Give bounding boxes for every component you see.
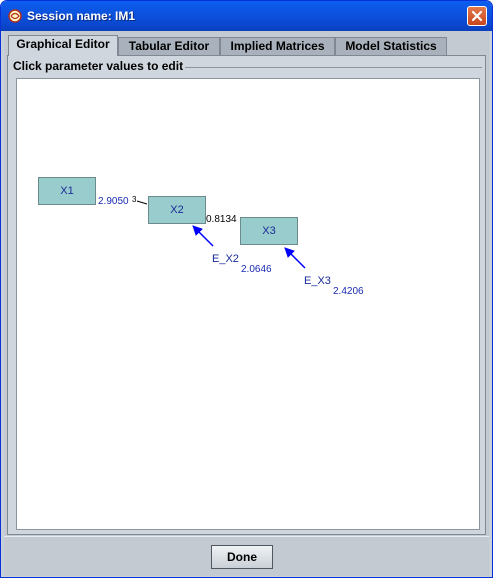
close-icon	[471, 10, 483, 22]
param-fragment: 3	[132, 195, 137, 204]
graph-canvas[interactable]: X1 X2 X3 2.9050 3 0.8134 E_X2 2.0646 E_X…	[16, 78, 480, 530]
edge-x1-x2	[136, 200, 148, 205]
node-x2[interactable]: X2	[148, 196, 206, 224]
graphical-editor-panel: Click parameter values to edit X1 X2 X3 …	[7, 55, 486, 535]
tab-model-statistics[interactable]: Model Statistics	[335, 37, 447, 55]
arrow-e-x2	[192, 225, 214, 247]
group-label: Click parameter values to edit	[13, 59, 186, 73]
param-x2-x3[interactable]: 0.8134	[206, 214, 237, 225]
done-button[interactable]: Done	[211, 545, 273, 569]
tab-graphical-editor[interactable]: Graphical Editor	[8, 35, 118, 56]
window-title: Session name: IM1	[27, 9, 136, 23]
tab-implied-matrices[interactable]: Implied Matrices	[220, 37, 335, 55]
error-e-x3-value[interactable]: 2.4206	[333, 286, 364, 297]
node-x3[interactable]: X3	[240, 217, 298, 245]
param-x1-x2[interactable]: 2.9050	[98, 196, 129, 207]
window-content: Graphical Editor Tabular Editor Implied …	[4, 31, 489, 576]
error-e-x2-label[interactable]: E_X2	[212, 253, 239, 265]
tab-tabular-editor[interactable]: Tabular Editor	[118, 37, 220, 55]
node-x1[interactable]: X1	[38, 177, 96, 205]
group-border	[176, 67, 482, 68]
error-e-x2-value[interactable]: 2.0646	[241, 264, 272, 275]
close-button[interactable]	[467, 6, 487, 26]
graph-edges	[136, 200, 306, 269]
arrow-e-x3	[284, 247, 306, 269]
title-bar[interactable]: Session name: IM1	[1, 1, 492, 31]
error-e-x3-label[interactable]: E_X3	[304, 275, 331, 287]
app-icon	[8, 9, 22, 23]
button-bar: Done	[4, 536, 489, 577]
